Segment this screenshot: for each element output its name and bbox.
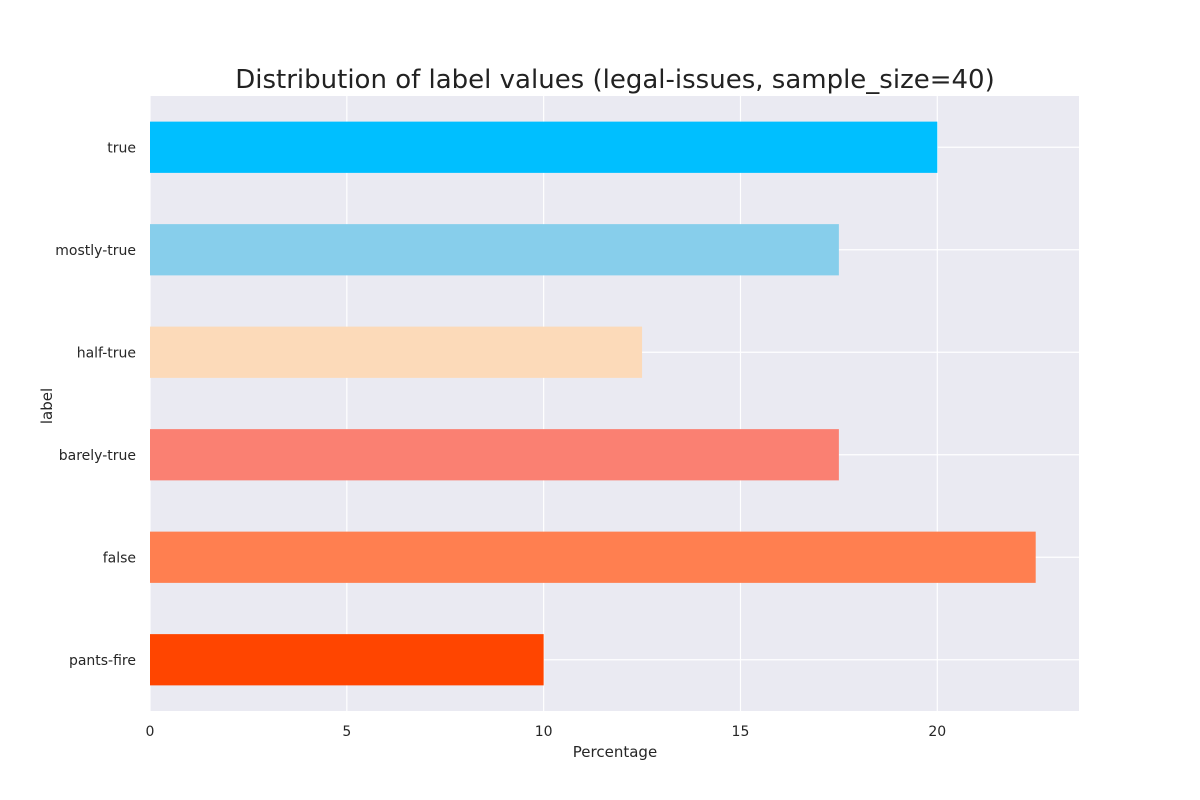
- x-tick-label: 0: [146, 724, 155, 740]
- bar-false: [150, 531, 1036, 583]
- chart-title: Distribution of label values (legal-issu…: [235, 65, 994, 95]
- y-axis-label: label: [38, 388, 56, 424]
- bar-mostly-true: [150, 224, 839, 276]
- y-tick-label: pants-fire: [69, 653, 136, 669]
- y-tick-label: mostly-true: [55, 243, 136, 259]
- bar-barely-true: [150, 429, 839, 481]
- x-tick-label: 20: [928, 724, 946, 740]
- plot-background: [150, 96, 1079, 711]
- x-tick-label: 5: [342, 724, 351, 740]
- y-tick-label: true: [107, 140, 136, 156]
- x-tick-label: 10: [535, 724, 553, 740]
- bars: [150, 121, 1036, 686]
- x-tick-label: 15: [732, 724, 750, 740]
- x-ticks: 0 5 10 15 20: [146, 724, 947, 740]
- bar-pants-fire: [150, 634, 544, 686]
- y-tick-label: half-true: [77, 345, 136, 361]
- bar-true: [150, 121, 938, 173]
- y-tick-label: false: [103, 550, 136, 566]
- y-ticks: true mostly-true half-true barely-true false…: [55, 140, 136, 669]
- x-axis-label: Percentage: [573, 743, 657, 761]
- bar-half-true: [150, 326, 643, 378]
- y-tick-label: barely-true: [59, 448, 136, 464]
